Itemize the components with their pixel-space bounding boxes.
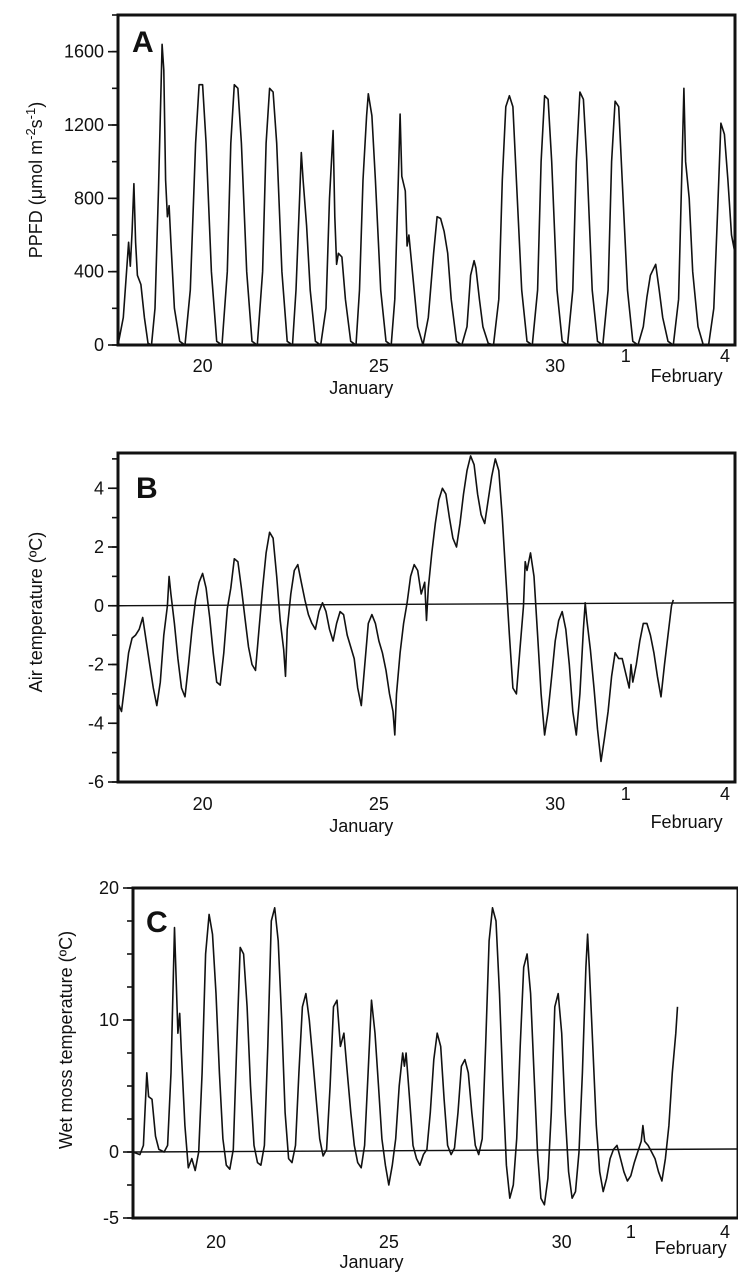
panel-c-x-tick-label-4: 4 [720,1222,730,1242]
panel-c-month-label-1: February [655,1238,727,1258]
ppfd-label-part-3: ) [26,102,46,108]
panel-b-month-label-1: February [651,812,723,832]
panel-b-x-tick-label-1: 25 [369,794,389,814]
panel-a-x-tick-label-2: 30 [545,356,565,376]
ppfd-label-part-2: s [26,119,46,128]
panel-c-series-line-0 [132,907,679,1206]
panel-b-y-tick-label-5: 4 [94,478,104,498]
panel-a-y-tick-label-1: 400 [74,262,104,282]
panel-a-y-tick-label-0: 0 [94,335,104,355]
panel-c-plot-frame [131,886,738,1220]
panel-a-x-tick-label-3: 1 [621,346,631,366]
panel-b-y-tick-label-1: -4 [88,713,104,733]
panel-b-y-tick-label-4: 2 [94,537,104,557]
panel-b-letter: B [136,472,158,505]
panel-b-x-tick-label-2: 30 [545,794,565,814]
panel-a-y-tick-label-2: 800 [74,188,104,208]
panel-a-y-axis-title: PPFD (μmol m-2s-1) [23,102,47,259]
ppfd-label-exp-1: -2 [23,128,38,140]
panel-c-y-tick-label-1: 0 [109,1142,119,1162]
panel-a-letter: A [132,26,154,59]
panel-c-x-tick-label-2: 30 [552,1232,572,1252]
panel-c-x-tick-label-3: 1 [626,1222,636,1242]
panel-b: B Air temperature (ºC) -6 -4 -2 0 2 4 20 25 30 1 4… [26,451,737,836]
panel-a-month-label-0: January [329,378,393,398]
panel-b-series-line-0 [117,455,675,763]
panel-a-x-tick-label-4: 4 [720,346,730,366]
ppfd-label-part-1: PPFD (μmol m [26,140,46,258]
panel-c-x-tick-label-1: 25 [379,1232,399,1252]
ppfd-label-exp-2: -1 [23,108,38,120]
panel-c-y-tick-label-3: 20 [99,878,119,898]
panel-c: C Wet moss temperature (ºC) -5 0 10 20 20 25 3… [56,878,738,1272]
panel-a-y-tick-label-4: 1600 [64,42,104,62]
panel-a-x-tick-label-1: 25 [369,356,389,376]
panel-c-y-tick-label-2: 10 [99,1010,119,1030]
panel-c-x-tick-label-0: 20 [206,1232,226,1252]
panel-b-y-tick-label-2: -2 [88,655,104,675]
panel-c-letter: C [146,906,168,939]
panel-b-y-axis-title: Air temperature (ºC) [26,532,46,693]
panel-a-month-label-1: February [651,366,723,386]
panel-a-series-line-0 [117,43,736,346]
panel-a-x-tick-label-0: 20 [193,356,213,376]
panel-b-y-tick-label-3: 0 [94,596,104,616]
panel-b-x-tick-label-0: 20 [193,794,213,814]
panel-c-y-axis-title: Wet moss temperature (ºC) [56,931,76,1149]
panel-b-plot-frame [116,451,737,784]
panel-b-x-tick-label-4: 4 [720,784,730,804]
panel-b-month-label-0: January [329,816,393,836]
panel-c-month-label-0: January [340,1252,404,1272]
panel-a-y-tick-label-3: 1200 [64,115,104,135]
panel-c-zero-line [132,1148,738,1153]
panel-a-plot-frame [116,13,737,347]
panel-a: A PPFD (μmol m-2s-1) 0 400 800 1200 1600 20 25… [23,13,737,398]
panel-c-y-tick-label-0: -5 [103,1208,119,1228]
panel-b-x-tick-label-3: 1 [621,784,631,804]
panel-b-y-tick-label-0: -6 [88,772,104,792]
